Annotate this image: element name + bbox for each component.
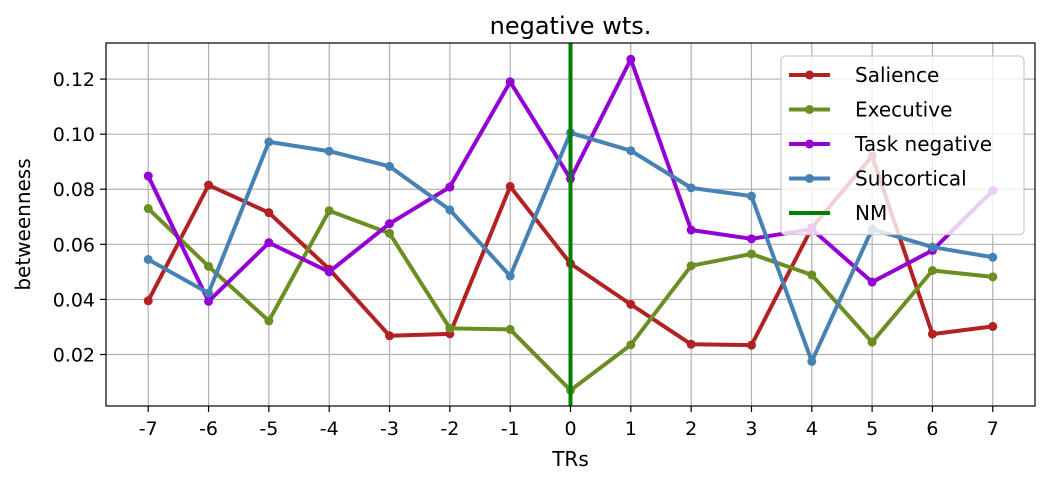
x-tick-label: 3 <box>745 418 757 440</box>
data-point-salience <box>204 180 214 190</box>
data-point-subcortical <box>746 191 756 201</box>
data-point-salience <box>686 339 696 349</box>
x-tick-label: 4 <box>806 418 818 440</box>
data-point-executive <box>505 324 515 334</box>
data-point-executive <box>385 228 395 238</box>
x-tick-label: 2 <box>685 418 697 440</box>
x-tick-label: -7 <box>139 418 158 440</box>
x-tick-label: -1 <box>501 418 520 440</box>
data-point-task-negative <box>445 182 455 192</box>
data-point-task-negative <box>324 267 334 277</box>
legend-marker-salience <box>805 70 814 80</box>
x-axis-title: TRs <box>551 447 589 471</box>
legend-box <box>780 55 1025 236</box>
data-point-subcortical <box>324 146 334 156</box>
data-point-salience <box>143 296 153 306</box>
data-point-subcortical <box>445 205 455 215</box>
data-point-subcortical <box>143 254 153 264</box>
data-point-salience <box>927 329 937 339</box>
data-point-executive <box>626 340 636 350</box>
legend-label-nm: NM <box>855 201 887 225</box>
data-point-subcortical <box>686 183 696 193</box>
legend-label-task-negative: Task negative <box>854 132 992 156</box>
data-point-executive <box>204 261 214 271</box>
legend-label-salience: Salience <box>855 63 939 87</box>
data-point-task-negative <box>264 238 274 248</box>
data-point-executive <box>927 265 937 275</box>
data-point-executive <box>746 249 756 259</box>
legend-label-executive: Executive <box>855 98 952 122</box>
y-tick-label: 0.08 <box>53 179 95 201</box>
data-point-salience <box>626 299 636 309</box>
x-tick-label: 5 <box>866 418 878 440</box>
legend-marker-subcortical <box>805 174 814 183</box>
data-point-subcortical <box>204 288 214 298</box>
legend-label-subcortical: Subcortical <box>855 167 967 191</box>
x-tick-label: -4 <box>320 418 339 440</box>
data-point-task-negative <box>867 277 877 287</box>
data-point-salience <box>264 208 274 218</box>
data-point-executive <box>988 272 998 282</box>
x-tick-label: -5 <box>259 418 278 440</box>
y-tick-label: 0.12 <box>53 69 95 91</box>
x-tick-label: 6 <box>926 418 938 440</box>
legend-marker-task-negative <box>805 139 814 149</box>
x-tick-label: 7 <box>987 418 999 440</box>
data-point-salience <box>385 331 395 341</box>
y-tick-label: 0.10 <box>53 124 95 146</box>
chart-title: negative wts. <box>490 12 652 40</box>
legend-marker-executive <box>805 105 814 114</box>
data-point-subcortical <box>626 146 636 156</box>
x-tick-label: 0 <box>564 418 576 440</box>
data-point-task-negative <box>686 225 696 235</box>
y-axis-ticks: 0.02 0.04 0.06 0.08 0.10 0.12 <box>53 69 106 366</box>
data-point-salience <box>746 340 756 350</box>
data-point-task-negative <box>204 296 214 306</box>
data-point-task-negative <box>746 234 756 244</box>
x-tick-label: -6 <box>199 418 218 440</box>
x-tick-label: -3 <box>380 418 399 440</box>
data-point-task-negative <box>143 171 153 181</box>
data-point-executive <box>686 261 696 271</box>
data-point-subcortical <box>807 356 817 366</box>
x-axis-ticks: -7 -6 -5 -4 -3 -2 -1 0 1 2 3 4 5 6 7 <box>139 406 999 440</box>
data-point-subcortical <box>264 137 274 147</box>
data-point-task-negative <box>385 219 395 229</box>
data-point-executive <box>867 337 877 347</box>
data-point-salience <box>505 181 515 191</box>
data-point-executive <box>807 270 817 280</box>
data-point-executive <box>324 206 334 216</box>
data-point-subcortical <box>927 242 937 252</box>
y-tick-label: 0.04 <box>53 289 95 311</box>
x-tick-label: 1 <box>625 418 637 440</box>
data-point-subcortical <box>385 161 395 171</box>
data-point-executive <box>445 323 455 333</box>
data-point-salience <box>988 321 998 331</box>
x-tick-label: -2 <box>440 418 459 440</box>
data-point-executive <box>143 204 153 214</box>
data-point-task-negative <box>505 77 515 87</box>
y-axis-title: betweenness <box>11 158 35 290</box>
data-point-executive <box>264 316 274 326</box>
y-tick-label: 0.02 <box>53 344 95 366</box>
y-tick-label: 0.06 <box>53 234 95 256</box>
legend: Salience Executive Task negative Subcortica… <box>780 55 1025 236</box>
data-point-subcortical <box>988 252 998 262</box>
data-point-subcortical <box>505 271 515 281</box>
data-point-task-negative <box>626 54 636 64</box>
